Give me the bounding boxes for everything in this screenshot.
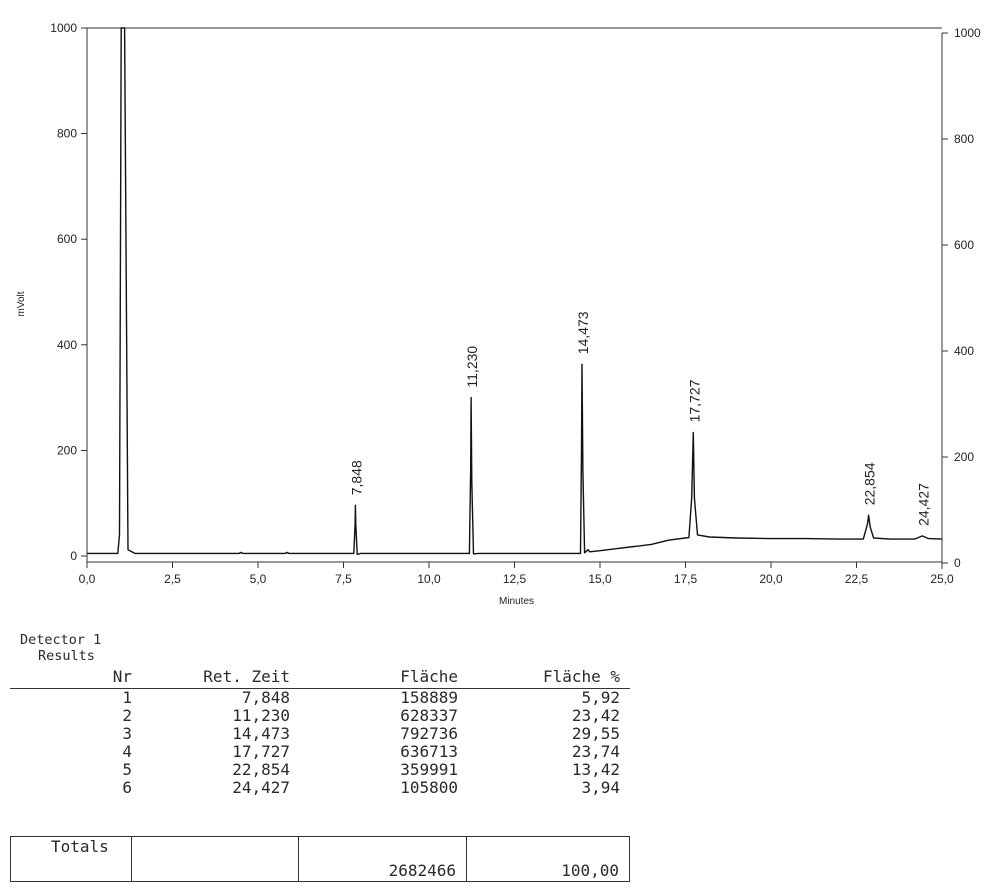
y-tick-label-left: 0 xyxy=(70,549,77,563)
cell-nr: 6 xyxy=(122,778,132,797)
y-tick-label-left: 400 xyxy=(57,338,77,352)
y-tick-label-right: 0 xyxy=(954,556,961,570)
x-tick-label: 15,0 xyxy=(588,572,612,586)
peak-label: 22,854 xyxy=(862,462,878,505)
table-row: 6 24,427 105800 3,94 xyxy=(10,779,630,797)
x-tick-label: 25,0 xyxy=(930,572,954,586)
header-flaeche: Fläche xyxy=(400,667,458,686)
cell-nr: 1 xyxy=(122,688,132,707)
totals-flaeche-pct: 100,00 xyxy=(561,861,619,880)
x-tick-label: 2,5 xyxy=(164,572,181,586)
x-tick-label: 7,5 xyxy=(335,572,352,586)
y-tick-label-left: 800 xyxy=(57,127,77,141)
cell-flaeche: 792736 xyxy=(400,724,458,743)
results-label: Results xyxy=(38,648,95,664)
cell-ret-zeit: 11,230 xyxy=(232,706,290,725)
cell-nr: 4 xyxy=(122,742,132,761)
totals-pct-cell: 100,00 xyxy=(466,837,629,881)
totals-flaeche: 2682466 xyxy=(388,861,456,880)
y-tick-label-right: 400 xyxy=(954,344,974,358)
totals-box: Totals 2682466 100,00 xyxy=(10,836,630,882)
cell-flaeche: 359991 xyxy=(400,760,458,779)
x-tick-label: 0,0 xyxy=(79,572,96,586)
x-tick-label: 10,0 xyxy=(417,572,441,586)
peak-label: 14,473 xyxy=(575,311,591,354)
cell-flaeche: 158889 xyxy=(400,688,458,707)
detector-label-block: Detector 1 Results xyxy=(20,632,101,664)
cell-flaeche-pct: 23,74 xyxy=(571,742,620,761)
y-tick-label-right: 200 xyxy=(954,450,974,464)
totals-empty-cell xyxy=(131,837,299,881)
peak-label: 11,230 xyxy=(464,346,480,388)
table-row: 3 14,473 792736 29,55 xyxy=(10,725,630,743)
header-nr: Nr xyxy=(112,667,132,686)
x-axis-label: Minutes xyxy=(499,596,534,607)
cell-ret-zeit: 24,427 xyxy=(232,778,290,797)
table-row: 1 7,848 158889 5,92 xyxy=(10,689,630,707)
cell-flaeche-pct: 23,42 xyxy=(571,706,620,725)
x-tick-label: 20,0 xyxy=(759,572,783,586)
cell-nr: 2 xyxy=(122,706,132,725)
cell-flaeche-pct: 29,55 xyxy=(571,724,620,743)
y-tick-label-left: 600 xyxy=(57,232,77,246)
totals-label-cell: Totals xyxy=(11,837,132,881)
header-flaeche-pct: Fläche % xyxy=(542,667,620,686)
cell-ret-zeit: 22,854 xyxy=(232,760,290,779)
y-tick-label-right: 600 xyxy=(954,238,974,252)
cell-ret-zeit: 17,727 xyxy=(232,742,290,761)
chromatogram-chart: 0 200 400 600 800 1000 0 200 400 600 800 1000 0,0 2,5… xyxy=(16,21,981,607)
totals-flaeche-cell: 2682466 xyxy=(298,837,467,881)
results-table: Nr Ret. Zeit Fläche Fläche % 1 7,848 158… xyxy=(10,668,630,797)
peak-label: 7,848 xyxy=(348,460,364,495)
x-tick-label: 12,5 xyxy=(503,572,527,586)
results-header-row: Nr Ret. Zeit Fläche Fläche % xyxy=(10,668,630,689)
table-row: 2 11,230 628337 23,42 xyxy=(10,707,630,725)
x-tick-label: 17,5 xyxy=(674,572,698,586)
cell-flaeche-pct: 3,94 xyxy=(581,778,620,797)
cell-ret-zeit: 7,848 xyxy=(241,688,290,707)
x-tick-label: 5,0 xyxy=(250,572,267,586)
header-ret-zeit: Ret. Zeit xyxy=(203,667,290,686)
peak-label: 17,727 xyxy=(686,379,702,422)
peak-label: 24,427 xyxy=(915,483,931,526)
cell-flaeche: 105800 xyxy=(400,778,458,797)
table-row: 4 17,727 636713 23,74 xyxy=(10,743,630,761)
detector-label: Detector 1 xyxy=(20,632,102,648)
cell-flaeche-pct: 5,92 xyxy=(581,688,620,707)
cell-ret-zeit: 14,473 xyxy=(232,724,290,743)
cell-nr: 3 xyxy=(122,724,132,743)
y-tick-label-right: 1000 xyxy=(954,26,981,40)
cell-flaeche: 636713 xyxy=(400,742,458,761)
y-tick-label-left: 200 xyxy=(57,443,77,457)
y-axis-label: mVolt xyxy=(16,291,27,316)
y-tick-label-left: 1000 xyxy=(50,21,77,35)
cell-flaeche: 628337 xyxy=(400,706,458,725)
x-tick-label: 22,5 xyxy=(845,572,869,586)
totals-label: Totals xyxy=(51,837,109,856)
chromatogram-trace xyxy=(87,27,943,556)
table-row: 5 22,854 359991 13,42 xyxy=(10,761,630,779)
cell-flaeche-pct: 13,42 xyxy=(571,760,620,779)
cell-nr: 5 xyxy=(122,760,132,779)
y-tick-label-right: 800 xyxy=(954,132,974,146)
